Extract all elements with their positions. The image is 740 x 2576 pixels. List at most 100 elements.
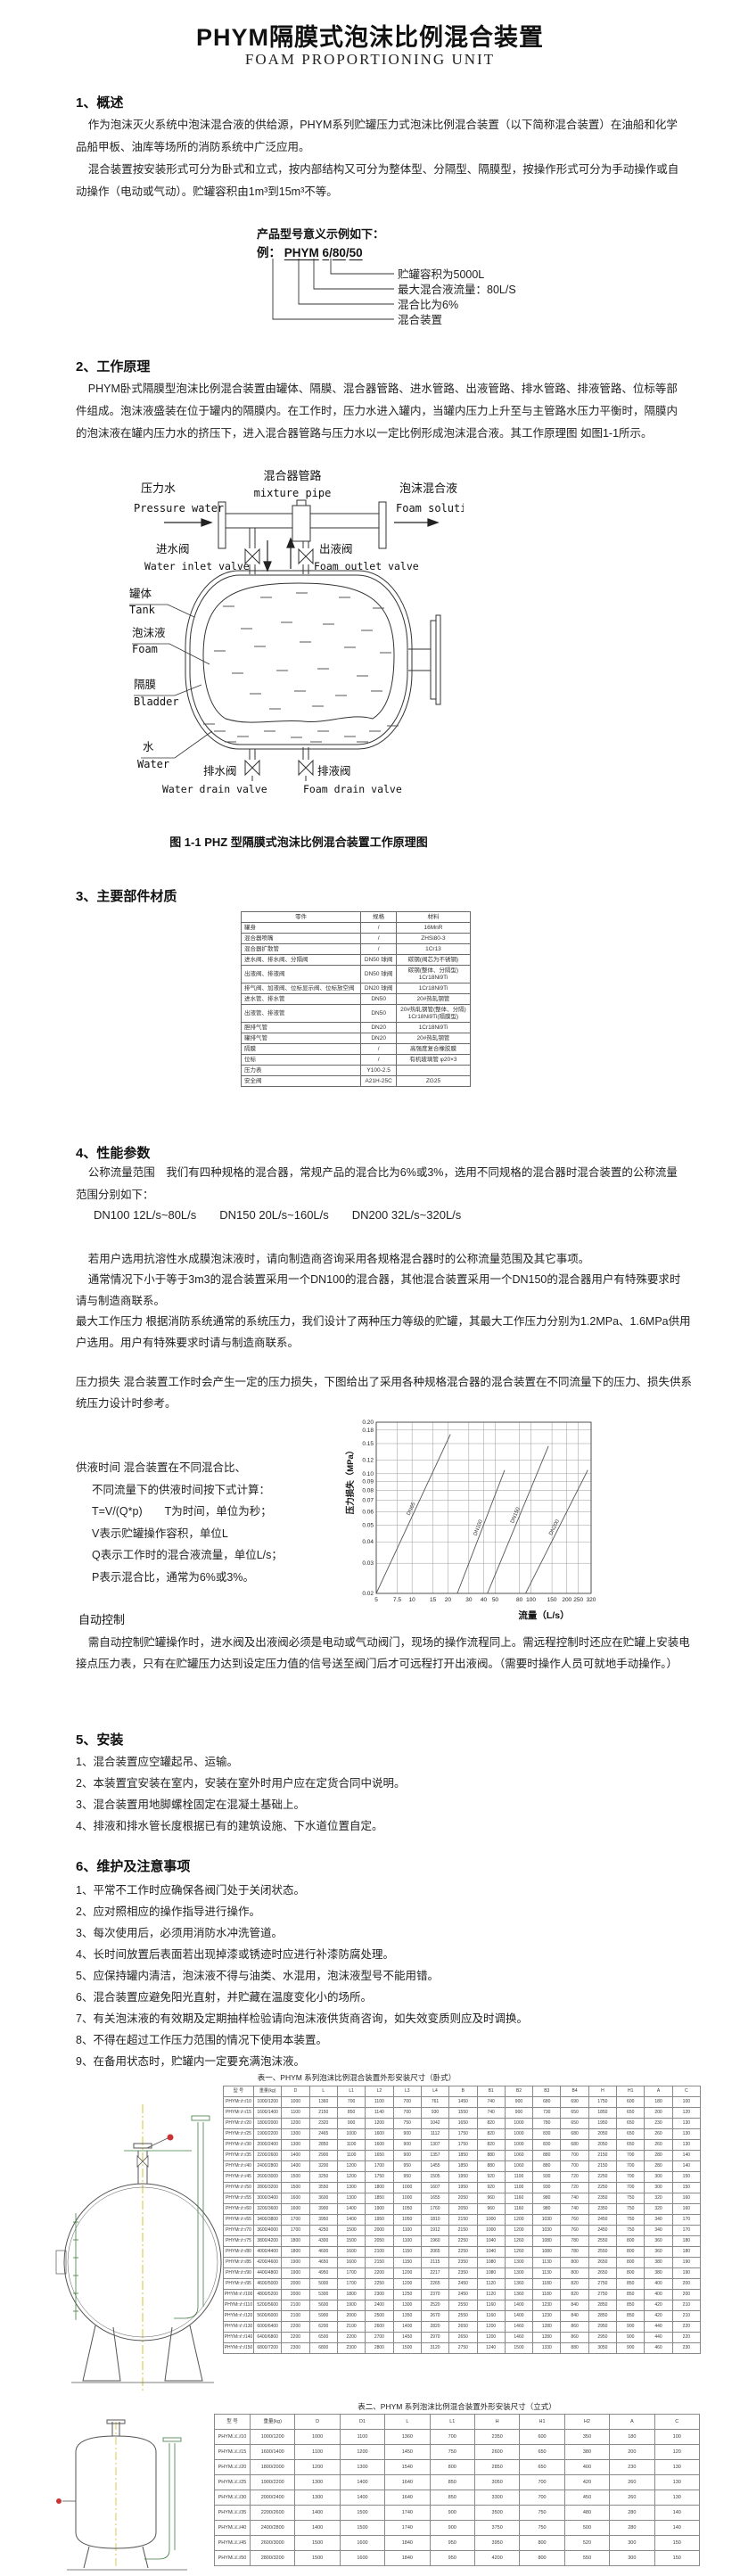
column-header: D1: [339, 2414, 386, 2430]
section-1-body: 作为泡沫灭火系统中泡沫混合液的供给源，PHYM系列贮罐压力式泡沫比例混合装置（以…: [76, 114, 688, 203]
dimensions-table-vertical: 型 号重量(kg) D D1 L L1 H H1 H2 A C PHYM□/□/10 1000/12…: [214, 2414, 701, 2566]
list-item: 5、应保持罐内清洁，泡沫液不得与油类、水混用，泡沫液型号不能用错。: [76, 1970, 439, 1982]
table-row: PHYM□/□/25 1900/2200 1300 2465 1000 1600 900 11…: [223, 2128, 702, 2140]
column-header: L: [384, 2414, 431, 2430]
table-row: PHYM□/□/100 4800/5200 2000 5300 1800 2300 1250…: [223, 2289, 702, 2300]
column-header: B4: [560, 2086, 589, 2097]
svg-text:7.5: 7.5: [393, 1597, 401, 1603]
column-header: B3: [532, 2086, 562, 2097]
column-header: 重量(kg): [252, 2086, 283, 2097]
column-header: C: [654, 2414, 701, 2430]
cell-part: 安全阀: [240, 1075, 362, 1087]
table-row: 混合器扩散管/1Cr13: [240, 943, 472, 955]
paragraph: 公称流量范围 我们有四种规格的混合器，常规产品的混合比为6%或3%，选用不同规格…: [76, 1166, 678, 1201]
column-header: A: [644, 2086, 673, 2097]
table-row: PHYM□/□/120 5600/6000 2100 5900 2000 2500 1350…: [223, 2310, 702, 2322]
cell-spec: A21H-25C: [360, 1075, 397, 1087]
table-row: PHYM□/□/85 4200/4600 1900 4650 1600 2150 1150 2…: [223, 2257, 702, 2268]
label-water-drain: 排水阀: [203, 765, 237, 778]
supply-line: T=V/(Q*p) T为时间，单位为秒；: [92, 1505, 272, 1518]
list-item: 6、混合装置应避免阳光直射，并贮藏在温度变化小的场所。: [76, 1991, 372, 2004]
section-3-heading: 3、主要部件材质: [76, 889, 177, 904]
paragraph: PHYM卧式隔膜型泡沫比例混合装置由罐体、隔膜、混合器管路、进水管路、出液管路、…: [76, 383, 678, 440]
column-header: L1: [429, 2414, 475, 2430]
flow-specs-line: DN100 12L/s~80L/s DN150 20L/s~160L/s DN2…: [94, 1208, 462, 1222]
table-row: 压力表 Y100-2.5: [240, 1065, 472, 1076]
table-row: PHYM□/□/70 3600/4000 1700 4250 1500 2000 1100 1…: [223, 2225, 702, 2236]
cell-material: 20#热轧钢管: [395, 1033, 472, 1044]
table-row: PHYM□/□/30 2000/2400 1300 1400 1640 850 3300 70…: [214, 2490, 701, 2506]
page-title: PHYM隔膜式泡沫比例混合装置: [195, 24, 544, 51]
table-row: 排气阀、加液阀、位标显示阀、位标放空阀 DN20 球阀 1Cr18Ni9Ti: [240, 983, 472, 994]
svg-text:80: 80: [516, 1597, 523, 1603]
svg-text:压力损失（MPa）: 压力损失（MPa）: [345, 1446, 356, 1515]
svg-text:流量（L/s）: 流量（L/s）: [518, 1609, 569, 1621]
svg-text:0.20: 0.20: [362, 1420, 374, 1426]
cell-spec: DN50: [360, 993, 397, 1005]
svg-text:50: 50: [492, 1597, 499, 1603]
table-row: 出液管、排液管 DN50 20#热轧钢管(整体、分隔) 1Cr18Ni9Ti(隔膜型…: [240, 1004, 472, 1023]
table2-caption: 表二、PHYM 系列泡沫比例混合装置外形安装尺寸（立式）: [358, 2402, 556, 2411]
svg-text:0.06: 0.06: [362, 1509, 374, 1515]
section-2-heading: 2、工作原理: [76, 359, 151, 374]
table-row: PHYM□/□/10 1000/1200 1000 1360 700 1100 700 761…: [223, 2096, 702, 2108]
cell-part: 压力表: [240, 1065, 362, 1076]
cell-spec: DN50 球阀: [360, 965, 397, 983]
table-row: PHYM□/□/40 2400/2800 1400 1500 1740 900 3750 75…: [214, 2520, 701, 2536]
cell-material: 1Cr18Ni9Ti: [395, 983, 472, 994]
svg-text:100: 100: [526, 1597, 536, 1603]
cell-part: 罐排气管: [240, 1033, 362, 1044]
cell-spec: DN20: [360, 1022, 397, 1033]
maintenance-list: 1、平常不工作时应确保各阀门处于关闭状态。 2、应对照相应的操作指导进行操作。 3、…: [76, 1880, 691, 2072]
cell-part: 出液管、排液管: [240, 1004, 362, 1023]
table-row: PHYM□/□/15 1600/1400 1100 1200 1450 750 2600 65…: [214, 2444, 701, 2460]
table-row: PHYM□/□/20 1800/2000 1200 2320 900 1200 750 104…: [223, 2118, 702, 2129]
section-1-heading: 1、概述: [76, 95, 124, 111]
label-foam-en: Foam: [132, 643, 158, 655]
supply-line: 不同流量下的供液时间按下式计算：: [92, 1483, 271, 1496]
svg-text:0.08: 0.08: [362, 1487, 374, 1494]
table-row: PHYM□/□/30 2000/2400 1300 2850 1100 1600 900 13…: [223, 2139, 702, 2151]
label-mixture-pipe: 混合器管路: [263, 469, 321, 482]
cell-material: 碳钢(整体、分隔型) 1Cr18Ni9Ti: [395, 965, 472, 983]
cell-spec: DN20: [360, 1033, 397, 1044]
cell-spec: Y100-2.5: [360, 1065, 397, 1076]
model-callout: 混合装置: [398, 314, 443, 326]
model-callout-lines: [272, 259, 394, 320]
svg-text:320: 320: [587, 1597, 596, 1603]
section-2-body: PHYM卧式隔膜型泡沫比例混合装置由罐体、隔膜、混合器管路、进水管路、出液管路、…: [76, 378, 688, 445]
label-pressure-water: 压力水: [141, 481, 176, 495]
table-row: PHYM□/□/45 2600/3000 1500 1600 1840 950 3950 80…: [214, 2535, 701, 2551]
table-row: PHYM□/□/40 2400/2800 1400 3200 1200 1700 950 14…: [223, 2160, 702, 2172]
cell-part: 排气阀、加液阀、位标显示阀、位标放空阀: [240, 983, 362, 994]
table-row: 安全阀 A21H-25C ZG25: [240, 1075, 472, 1087]
cell-part: 混合器扩散管: [240, 943, 362, 955]
cell-material: 16MnR: [395, 922, 472, 934]
model-callout: 最大混合液流量：80L/S: [398, 284, 516, 296]
column-header: B1: [476, 2086, 506, 2097]
cell-spec: DN50 球阀: [360, 954, 397, 966]
table-row: PHYM□/□/20 1800/2000 1200 1300 1540 800 2850 65…: [214, 2459, 701, 2475]
cell-spec: /: [360, 1054, 397, 1066]
flow-range-paragraph: 公称流量范围 我们有四种规格的混合器，常规产品的混合比为6%或3%，选用不同规格…: [76, 1162, 688, 1206]
paragraph: 作为泡沫灭火系统中泡沫混合液的供给源，PHYM系列贮罐压力式泡沫比例混合装置（以…: [76, 119, 678, 153]
label-outlet-valve-en: Foam outlet valve: [314, 560, 419, 572]
table1-caption: 表一、PHYM 系列泡沫比例混合装置外形安装尺寸（卧式）: [257, 2073, 456, 2082]
list-item: 9、在备用状态时，贮罐内一定要充满泡沫液。: [76, 2055, 305, 2068]
list-item: 4、排液和排水管长度根据已有的建筑设施、下水道位置自定。: [76, 1820, 383, 1832]
table-row: 进水阀、排水阀、分隔阀 DN50 球阀 碳钢(阀芯为不锈钢): [240, 954, 472, 966]
table-row: PHYM□/□/130 6000/6400 2200 6200 2100 2600 1400…: [223, 2321, 702, 2333]
cell-spec: DN20 球阀: [360, 983, 397, 994]
table-row: PHYM□/□/25 1900/2200 1300 1400 1640 850 3050 70…: [214, 2474, 701, 2490]
label-bladder: 隔膜: [134, 679, 156, 691]
label-inlet-valve: 进水阀: [156, 543, 190, 556]
svg-text:15: 15: [430, 1597, 437, 1603]
label-bladder-en: Bladder: [134, 695, 179, 708]
column-header: H1: [519, 2414, 565, 2430]
install-list: 1、混合装置应空罐起吊、运输。 2、本装置宜安装在室内，安装在室外时用户应在定货合…: [76, 1751, 691, 1837]
table-row: PHYM□/□/140 6400/6800 2200 6500 2200 2700 1450…: [223, 2332, 702, 2343]
usual-paragraph: 通常情况下小于等于3m3的混合装置采用一个DN100的混合器，其他混合装置采用一…: [76, 1269, 691, 1312]
model-callouts: 贮罐容积为5000L 最大混合液流量：80L/S 混合比为6% 混合装置: [398, 267, 516, 328]
cell-part: 进水管、排水管: [240, 993, 362, 1005]
supply-line: P表示混合比，通常为6%或3%。: [92, 1570, 254, 1584]
